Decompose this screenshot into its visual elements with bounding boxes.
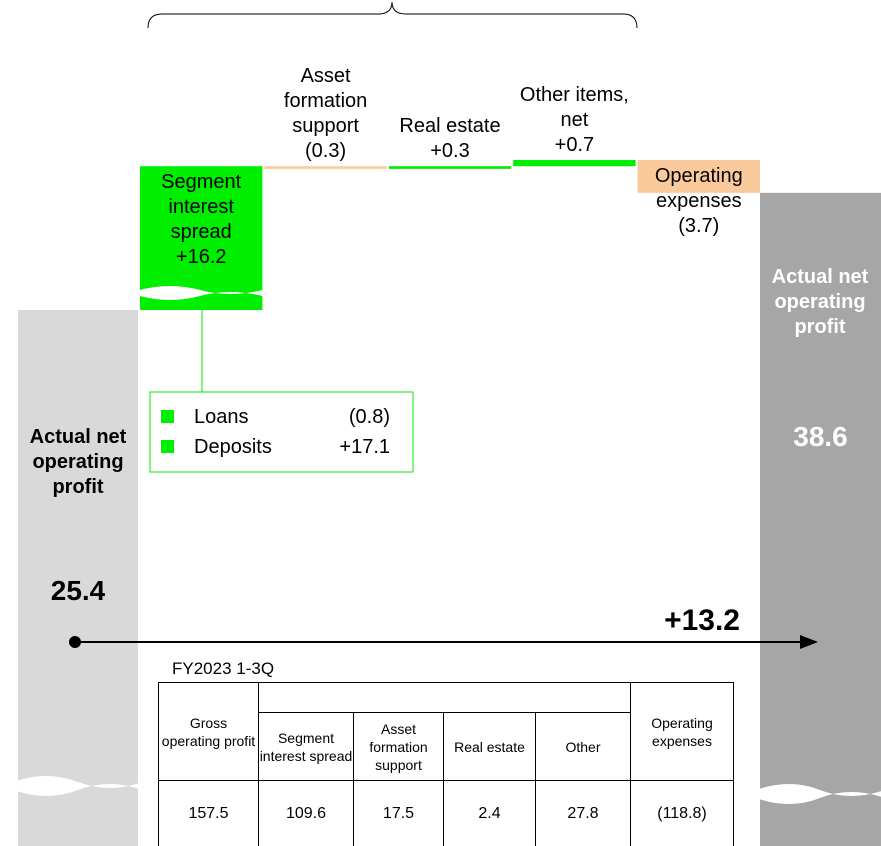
- table-title: FY2023 1-3Q: [172, 659, 275, 678]
- step-bar: [637, 160, 760, 193]
- step-label: Real estate +0.3: [385, 114, 515, 164]
- step-value: (0.3): [305, 140, 347, 163]
- breakdown-name: Loans: [194, 406, 249, 428]
- step-name: Asset formation support: [283, 65, 368, 138]
- last-header: Operating expenses: [630, 682, 734, 781]
- step-bar: [513, 160, 636, 167]
- axis-break: [140, 286, 263, 300]
- step-name: Other items, net: [519, 84, 629, 131]
- breakdown-box: [149, 391, 414, 473]
- group-header: Gross operating profit: [158, 682, 259, 781]
- step-name: Real estate: [399, 115, 501, 138]
- step-value: +0.3: [430, 140, 470, 163]
- step-value: (3.7): [678, 215, 720, 237]
- step-bar: [140, 166, 263, 310]
- step-label: Other items, net +0.7: [509, 83, 639, 158]
- end-value: 38.6: [793, 420, 848, 452]
- axis-break: [14, 776, 142, 796]
- end-bar: [760, 192, 881, 846]
- brace: [147, 1, 638, 29]
- group-span: [258, 682, 631, 713]
- step-value: +0.7: [554, 134, 595, 156]
- axis-break: [756, 784, 881, 804]
- start-label: Actual net operating profit: [29, 426, 127, 498]
- cell: 17.5: [353, 780, 444, 846]
- legend-square: [161, 440, 174, 453]
- col-header: Segment interest spread: [258, 712, 354, 781]
- cell: 2.4: [443, 780, 536, 846]
- step-label: Segment interest spread +16.2: [136, 170, 266, 270]
- start-value: 25.4: [50, 575, 106, 606]
- col-header: Asset formation support: [353, 712, 444, 781]
- step-label: Operating expenses (3.7): [634, 164, 764, 239]
- step-name: Operating expenses: [654, 165, 743, 212]
- cell: 27.8: [535, 780, 631, 846]
- cell: 109.6: [258, 780, 354, 846]
- legend-square: [161, 410, 174, 423]
- arrow-head: [800, 635, 818, 649]
- breakdown-value: (0.8): [348, 406, 390, 428]
- end-label: Actual net operating profit: [771, 265, 869, 338]
- breakdown-value: +17.1: [339, 436, 390, 458]
- data-table: Gross operating profit Operating expense…: [158, 682, 734, 846]
- change-label: +13.2: [664, 604, 740, 637]
- step-label: Asset formation support (0.3): [260, 64, 390, 164]
- cell: (118.8): [630, 780, 734, 846]
- step-bar: [388, 166, 512, 169]
- step-name: Segment interest spread: [161, 171, 242, 244]
- col-header: Real estate: [443, 712, 536, 781]
- start-bar: [18, 310, 138, 846]
- breakdown-name: Deposits: [194, 436, 272, 458]
- arrow-start: [69, 636, 81, 648]
- col-header: Other: [535, 712, 631, 781]
- step-bar: [264, 166, 387, 169]
- cell: 157.5: [158, 780, 259, 846]
- step-value: +16.2: [175, 246, 227, 269]
